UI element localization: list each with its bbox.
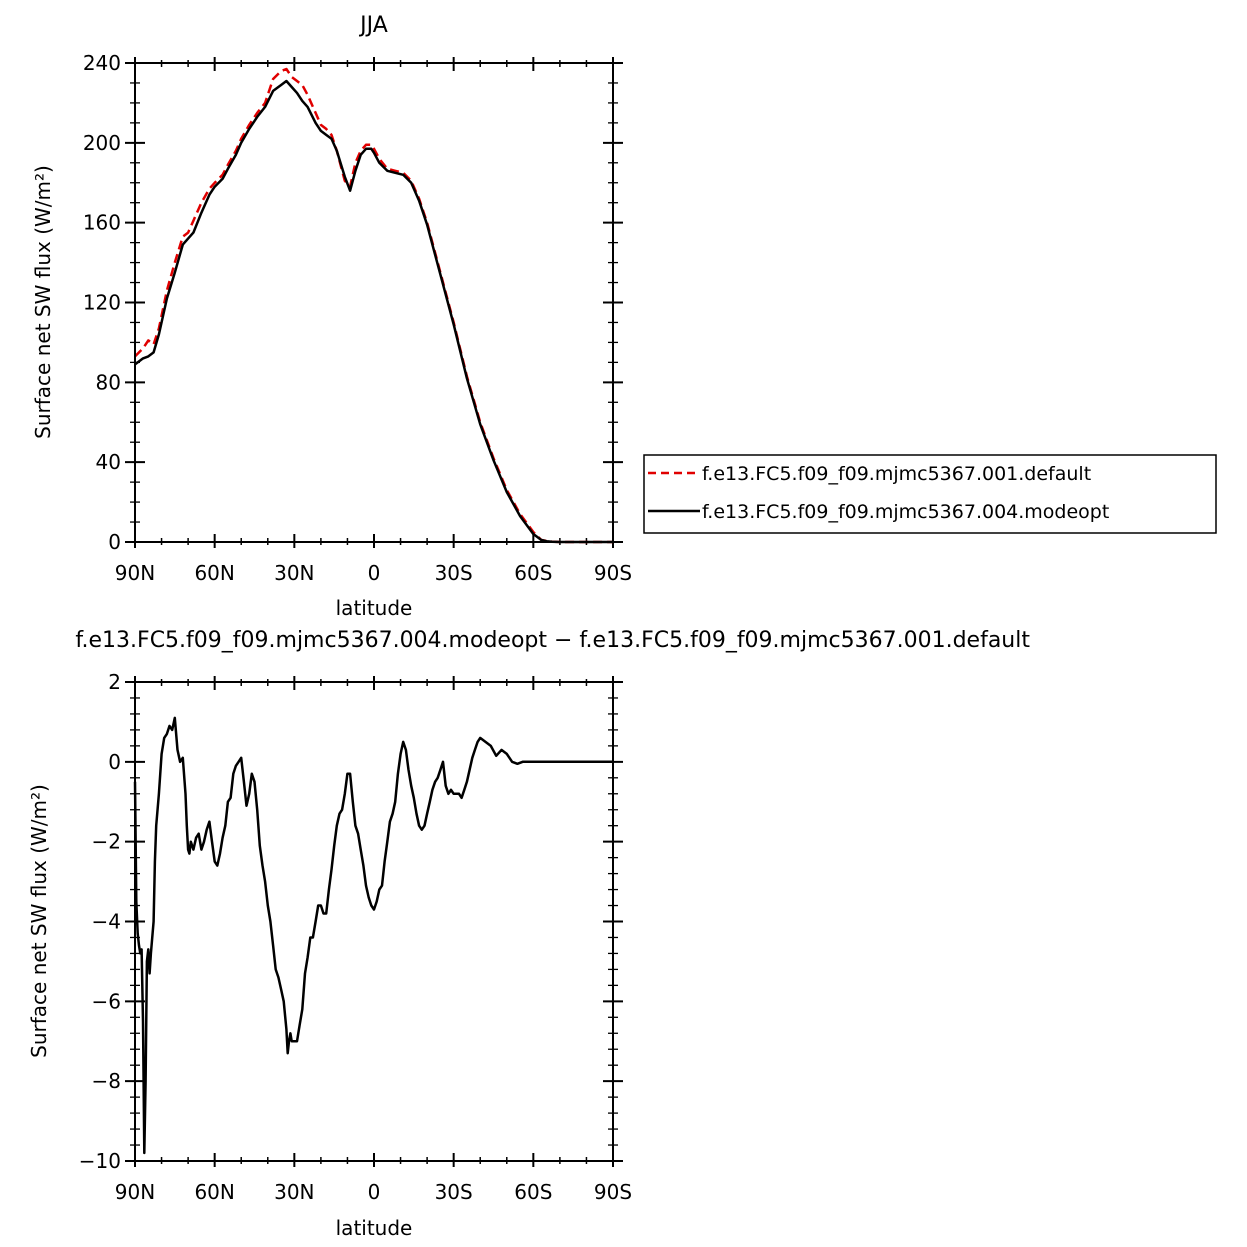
top-x-tick-label: 60N bbox=[194, 561, 234, 585]
legend: f.e13.FC5.f09_f09.mjmc5367.001.default f… bbox=[643, 454, 1217, 534]
bottom-y-tick-label: −6 bbox=[92, 989, 121, 1013]
bottom-x-tick-labels: 90N 60N 30N 0 30S 60S 90S bbox=[115, 1180, 632, 1204]
top-y-tick-label: 80 bbox=[96, 370, 121, 394]
top-y-tick-label: 240 bbox=[83, 51, 121, 75]
bottom-x-tick-label: 30S bbox=[435, 1180, 473, 1204]
top-chart-series bbox=[134, 67, 613, 544]
bottom-x-tick-label: 90S bbox=[594, 1180, 632, 1204]
top-x-axis-label: latitude bbox=[336, 596, 413, 620]
top-y-tick-labels: 0 40 80 120 160 200 240 bbox=[83, 51, 121, 554]
top-x-tick-label: 0 bbox=[368, 561, 381, 585]
legend-box bbox=[643, 454, 1217, 534]
top-y-tick-label: 40 bbox=[96, 450, 121, 474]
bottom-x-tick-label: 0 bbox=[368, 1180, 381, 1204]
bottom-x-tick-label: 60N bbox=[194, 1180, 234, 1204]
top-series-line-0 bbox=[134, 67, 613, 544]
bottom-x-tick-label: 60S bbox=[514, 1180, 552, 1204]
bottom-x-axis-label: latitude bbox=[336, 1216, 413, 1240]
top-x-tick-label: 90S bbox=[594, 561, 632, 585]
top-y-tick-label: 160 bbox=[83, 211, 121, 235]
bottom-y-axis-label: Surface net SW flux (W/m²) bbox=[27, 784, 51, 1058]
top-x-tick-label: 60S bbox=[514, 561, 552, 585]
bottom-chart-series bbox=[133, 716, 613, 1155]
bottom-series-line-0 bbox=[133, 716, 613, 1155]
top-x-tick-label: 30S bbox=[435, 561, 473, 585]
top-plot-frame bbox=[134, 62, 614, 543]
bottom-y-tick-labels: 2 0 −2 −4 −6 −8 −10 bbox=[79, 670, 121, 1173]
top-y-tick-label: 0 bbox=[108, 530, 121, 554]
bottom-y-tick-label: −2 bbox=[92, 830, 121, 854]
bottom-y-tick-label: 0 bbox=[108, 750, 121, 774]
top-chart-panel: JJA 90N 60N 30N 0 30S 60S 90S 0 40 80 120 160 200 24… bbox=[31, 13, 632, 620]
top-x-tick-label: 90N bbox=[115, 561, 155, 585]
bottom-chart-ticks bbox=[125, 676, 623, 1167]
top-y-tick-label: 120 bbox=[83, 291, 121, 315]
top-x-tick-label: 30N bbox=[274, 561, 314, 585]
bottom-chart-title: f.e13.FC5.f09_f09.mjmc5367.004.modeopt −… bbox=[75, 628, 1030, 653]
top-series-line-1 bbox=[134, 79, 613, 544]
bottom-chart-panel: f.e13.FC5.f09_f09.mjmc5367.004.modeopt −… bbox=[27, 628, 1030, 1240]
bottom-y-tick-label: −8 bbox=[92, 1069, 121, 1093]
top-y-axis-label: Surface net SW flux (W/m²) bbox=[31, 165, 55, 439]
top-chart-title: JJA bbox=[358, 13, 388, 38]
top-y-tick-label: 200 bbox=[83, 131, 121, 155]
bottom-y-tick-label: −4 bbox=[92, 910, 121, 934]
bottom-x-tick-label: 30N bbox=[274, 1180, 314, 1204]
bottom-y-tick-label: 2 bbox=[108, 670, 121, 694]
legend-label-modeopt: f.e13.FC5.f09_f09.mjmc5367.004.modeopt bbox=[702, 501, 1109, 523]
top-chart-ticks bbox=[125, 57, 623, 548]
bottom-plot-frame bbox=[134, 681, 614, 1162]
legend-label-default: f.e13.FC5.f09_f09.mjmc5367.001.default bbox=[702, 463, 1091, 485]
top-x-tick-labels: 90N 60N 30N 0 30S 60S 90S bbox=[115, 561, 632, 585]
bottom-x-tick-label: 90N bbox=[115, 1180, 155, 1204]
bottom-y-tick-label: −10 bbox=[79, 1149, 121, 1173]
